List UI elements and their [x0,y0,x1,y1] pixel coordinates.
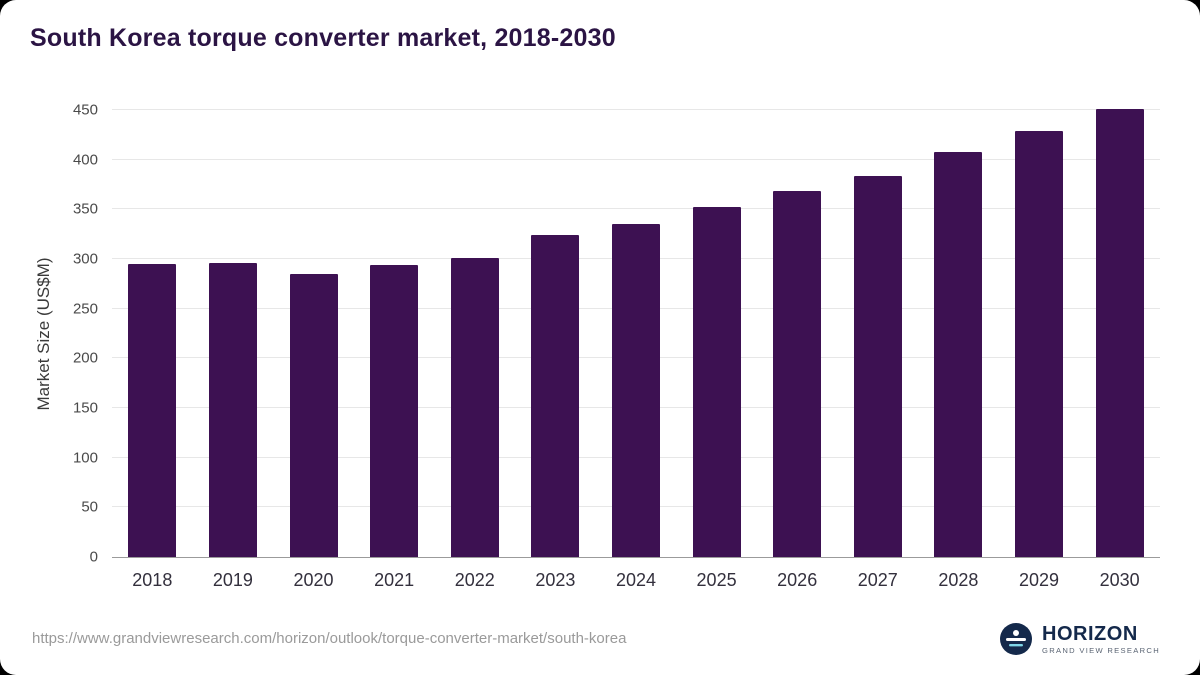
bar-column [837,110,918,557]
horizon-logo-icon [1000,623,1033,655]
y-tick-label: 50 [81,498,98,516]
bar [208,262,257,557]
y-tick-label: 300 [72,250,98,268]
brand-name: HORIZON [1042,622,1138,645]
bar [450,258,499,557]
chart-area: 0 50 100 150 200 250 300 350 400 450 2018 2019 2020… [73,103,1160,590]
gridline [112,109,1160,110]
y-tick-label: 0 [89,548,98,566]
y-tick-label: 450 [72,101,98,119]
plot-area: 0 50 100 150 200 250 300 350 400 450 2018 2019 2020… [73,103,1160,590]
x-tick-label: 2026 [777,570,818,590]
bar-column [596,110,677,557]
x-tick-label: 2024 [615,570,656,590]
bar [1015,130,1063,557]
bar-column [193,110,274,557]
bar-column [515,110,596,557]
y-tick-label: 100 [72,449,98,467]
bar-column [434,110,515,557]
bar-column [1079,109,1160,557]
y-tick-label: 150 [72,399,98,417]
x-tick-label: 2025 [696,570,737,590]
bar [692,207,741,557]
bar [611,224,660,557]
bar-column [273,110,354,557]
bar-column [757,110,838,557]
x-tick-label: 2023 [535,570,576,590]
bars [112,109,1160,557]
x-tick-label: 2019 [212,570,253,590]
bar [934,151,983,557]
brand-logo: HORIZON GRAND VIEW RESEARCH [1000,623,1160,655]
bar-column [112,110,193,557]
bar-column [676,110,757,557]
x-tick-label: 2021 [374,570,415,590]
x-tick-label: 2020 [293,570,334,590]
bar [773,191,822,557]
bar-column [999,110,1080,557]
y-axis-title: Market Size (US$M) [34,257,53,411]
bar [531,235,580,557]
source-url-link[interactable]: https://www.grandviewresearch.com/horizo… [32,630,627,647]
x-tick-label: 2029 [1018,570,1060,590]
bar [853,175,902,557]
bar [128,263,177,557]
x-tick-label: 2027 [857,570,898,590]
gridline [112,158,1160,160]
bar-column [354,110,435,557]
x-axis-labels: 2018 2019 2020 2021 2022 2023 2024 2025 2026 2027… [112,570,1160,591]
bar [1095,109,1144,557]
bar-column [918,110,999,557]
gridline [112,208,1160,210]
x-tick-label: 2028 [938,570,979,590]
x-tick-label: 2018 [132,570,173,590]
y-tick-label: 200 [72,349,98,367]
y-tick-label: 350 [72,200,98,218]
y-tick-label: 400 [72,151,98,169]
y-tick-label: 250 [72,300,98,318]
y-axis-ticks: 0 50 100 150 200 250 300 350 400 450 [54,103,98,565]
x-tick-label: 2022 [454,570,495,590]
x-tick-label: 2030 [1099,570,1140,590]
bar [289,273,338,557]
bar [370,264,419,557]
brand-text: HORIZON GRAND VIEW RESEARCH [1042,622,1160,655]
brand-subtitle: GRAND VIEW RESEARCH [1042,645,1160,655]
chart-title: South Korea torque converter market, 201… [30,24,616,52]
